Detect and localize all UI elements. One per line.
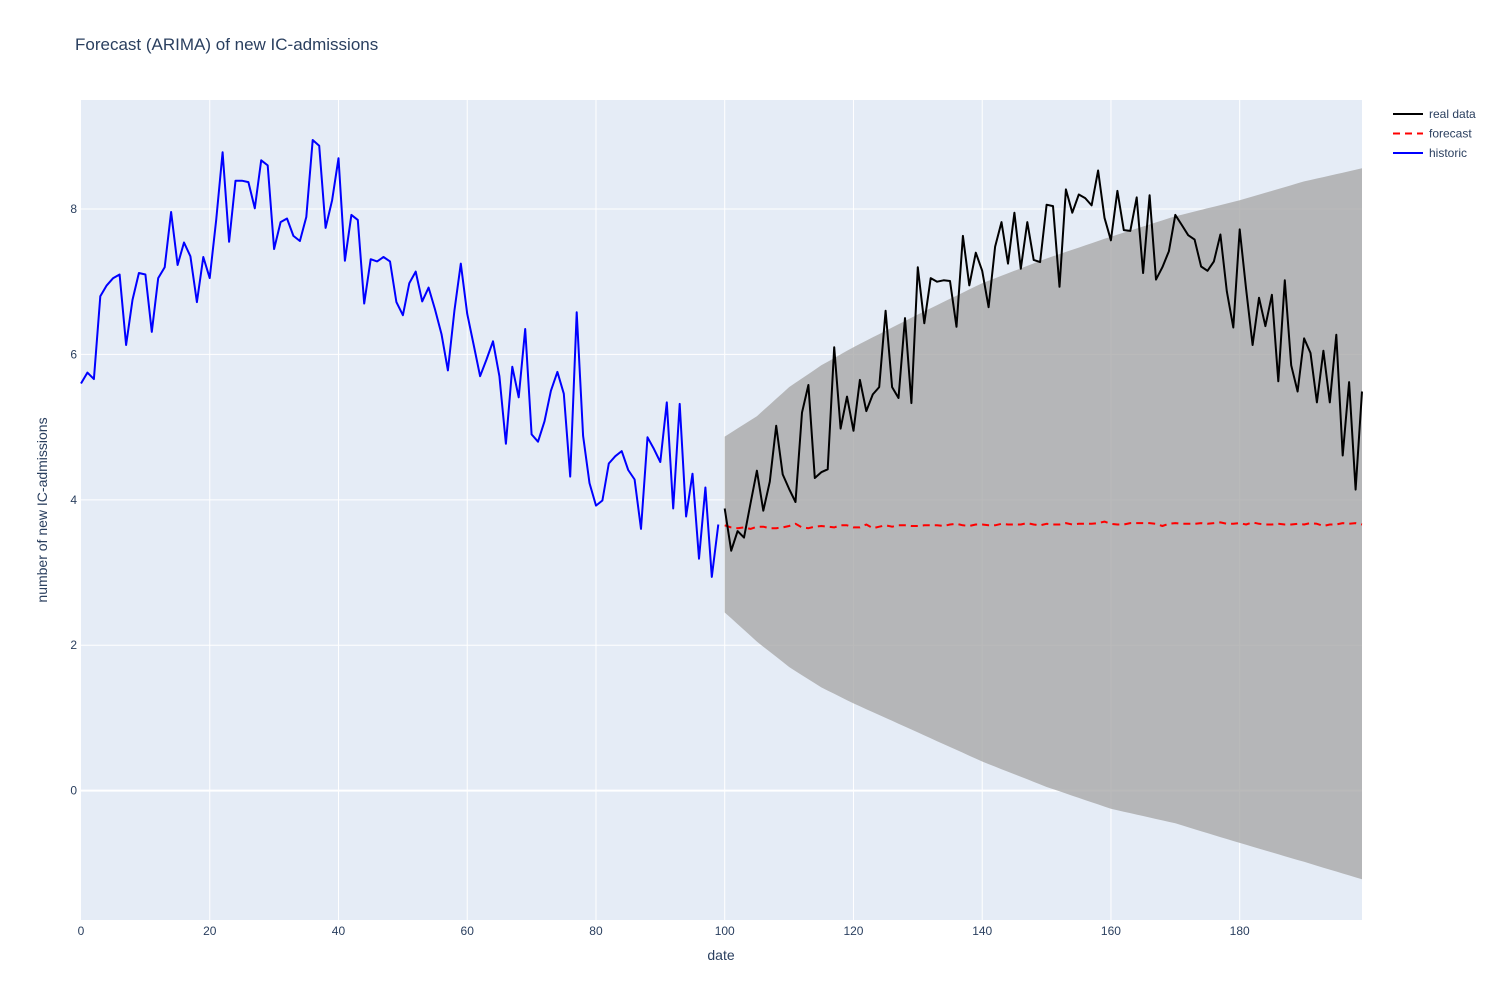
y-tick-label: 8 [70, 202, 77, 216]
x-tick-label: 0 [78, 924, 85, 938]
legend-label: forecast [1429, 127, 1472, 141]
legend-label: historic [1429, 146, 1467, 160]
y-tick-label: 6 [70, 347, 77, 361]
series-line-historic [80, 139, 720, 578]
x-tick-label: 140 [972, 924, 992, 938]
x-tick-label: 60 [461, 924, 475, 938]
x-tick-label: 160 [1101, 924, 1121, 938]
x-tick-label: 80 [589, 924, 603, 938]
legend-item-historic[interactable]: historic [1393, 146, 1467, 160]
y-tick-label: 0 [70, 784, 77, 798]
legend-label: real data [1429, 107, 1476, 121]
series-layer [80, 139, 1363, 578]
y-tick-label: 2 [70, 638, 77, 652]
x-tick-label: 100 [715, 924, 735, 938]
legend[interactable]: real data forecast historic [1393, 107, 1476, 160]
y-axis-label: number of new IC-admissions [34, 417, 50, 602]
series-line-forecast [724, 520, 1363, 530]
chart-title: Forecast (ARIMA) of new IC-admissions [75, 35, 378, 54]
tick-labels: 0 20 40 60 80 100 120 140 160 180 0 2 4 6 8 [70, 202, 1250, 938]
series-line-real-data [723, 169, 1363, 552]
x-tick-label: 20 [203, 924, 217, 938]
x-axis-label: date [707, 947, 734, 963]
y-tick-label: 4 [70, 493, 77, 507]
x-tick-label: 180 [1230, 924, 1250, 938]
x-tick-label: 120 [843, 924, 863, 938]
x-tick-label: 40 [332, 924, 346, 938]
legend-item-forecast[interactable]: forecast [1393, 127, 1472, 141]
legend-item-real-data[interactable]: real data [1393, 107, 1476, 121]
